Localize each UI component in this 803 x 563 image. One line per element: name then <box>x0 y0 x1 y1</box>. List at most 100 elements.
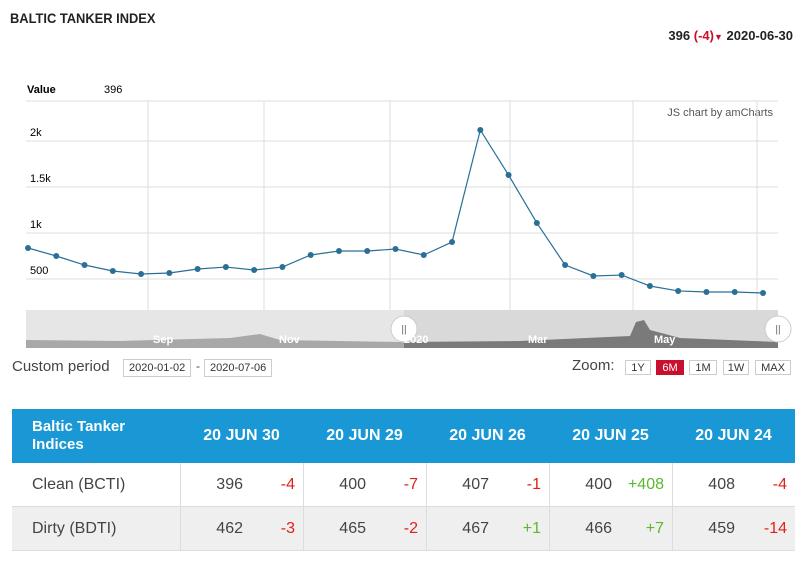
chart: Value 396 JS chart by amCharts || || Sep… <box>25 84 792 348</box>
point <box>53 253 60 260</box>
zoom-button[interactable]: MAX <box>755 360 791 375</box>
index-value: 467 <box>462 520 489 537</box>
zoom-button[interactable]: 1M <box>689 360 717 375</box>
index-value: 407 <box>462 476 489 493</box>
index-change: -2 <box>403 520 418 537</box>
navigator-label: Mar <box>528 334 548 346</box>
point <box>477 126 484 133</box>
point <box>562 262 569 269</box>
legend-value: 396 <box>104 84 122 96</box>
point <box>251 266 258 273</box>
line <box>27 128 764 294</box>
navigator-label: Nov <box>279 334 301 346</box>
navigator-area <box>26 320 778 348</box>
point <box>222 264 229 271</box>
navigator-label: 2020 <box>404 334 428 346</box>
index-value: 459 <box>708 520 735 537</box>
column-header: 20 JUN 24 <box>672 409 795 463</box>
current-value: 396 <box>668 28 691 43</box>
table-cell: 466 +7 <box>549 507 672 551</box>
point <box>533 219 540 226</box>
table-cell: 462 -3 <box>180 507 303 551</box>
handle-grip: || <box>775 325 780 336</box>
y-tick-label: 2k <box>30 127 42 139</box>
indices-table: Baltic Tanker Indices 20 JUN 30 20 JUN 29 2… <box>12 409 795 551</box>
y-tick-label: 1.5k <box>30 173 51 185</box>
table-cell: 459 -14 <box>672 507 795 551</box>
index-value: 462 <box>216 520 243 537</box>
navigator-handle[interactable] <box>390 315 418 343</box>
end-date-input[interactable]: 2020-07-06 <box>204 359 273 377</box>
index-change: -4 <box>772 476 787 493</box>
navigator-handle[interactable] <box>764 315 792 343</box>
point <box>618 272 625 279</box>
legend-label: Value <box>27 84 56 96</box>
separator: - <box>196 359 200 373</box>
point <box>364 248 371 255</box>
index-change: -1 <box>526 476 541 493</box>
zoom-button[interactable]: 6M <box>656 360 684 375</box>
table-cell: 467 +1 <box>426 507 549 551</box>
point <box>307 251 314 258</box>
point <box>675 287 682 294</box>
table-cell: 396 -4 <box>180 463 303 507</box>
index-value: 400 <box>585 476 612 493</box>
table-cell: 407 -1 <box>426 463 549 507</box>
point <box>25 244 31 251</box>
custom-period-label: Custom period <box>12 358 110 375</box>
point <box>703 288 710 295</box>
index-value: 408 <box>708 476 735 493</box>
navigator-label: May <box>654 334 676 346</box>
point <box>109 267 116 274</box>
index-change: -4 <box>280 476 295 493</box>
index-value: 466 <box>585 520 612 537</box>
column-header: 20 JUN 30 <box>180 409 303 463</box>
index-change: +1 <box>522 520 541 537</box>
down-arrow: ▼ <box>713 32 723 42</box>
table-cell: 400 +408 <box>549 463 672 507</box>
index-value: 396 <box>216 476 243 493</box>
navigator-label: Sep <box>153 334 173 346</box>
column-header: 20 JUN 25 <box>549 409 672 463</box>
zoom-label: Zoom: <box>572 357 615 374</box>
table-cell: 408 -4 <box>672 463 795 507</box>
row-label: Clean (BCTI) <box>12 463 180 507</box>
point <box>646 282 653 289</box>
point <box>392 246 399 253</box>
index-summary: 396 (-4)▼ 2020-06-30 <box>668 28 793 43</box>
row-label: Dirty (BDTI) <box>12 507 180 551</box>
y-tick-label: 500 <box>30 265 48 277</box>
index-change: +408 <box>627 476 664 493</box>
point <box>335 248 342 255</box>
zoom-button[interactable]: 1Y <box>625 360 651 375</box>
point <box>420 251 427 258</box>
zoom-button[interactable]: 1W <box>723 360 749 375</box>
table-title: Baltic Tanker Indices <box>12 409 180 463</box>
point <box>505 172 512 179</box>
point <box>138 271 145 278</box>
index-value: 465 <box>339 520 366 537</box>
start-date-input[interactable]: 2020-01-02 <box>123 359 192 377</box>
page-title: BALTIC TANKER INDEX <box>10 10 156 26</box>
point <box>279 264 286 271</box>
point <box>449 239 456 246</box>
handle-grip: || <box>401 325 406 336</box>
point <box>166 270 173 277</box>
y-tick-label: 1k <box>30 219 42 231</box>
table-cell: 400 -7 <box>303 463 426 507</box>
table-cell: 465 -2 <box>303 507 426 551</box>
point <box>731 288 738 295</box>
point <box>81 262 88 269</box>
point <box>194 265 201 272</box>
column-header: 20 JUN 29 <box>303 409 426 463</box>
navigator-mask <box>26 310 404 348</box>
vertical-grid <box>147 101 758 310</box>
index-change: +7 <box>645 520 664 537</box>
point <box>590 272 597 279</box>
date: 2020-06-30 <box>726 28 794 43</box>
index-change: -14 <box>763 520 787 537</box>
credit: JS chart by amCharts <box>667 107 773 119</box>
index-change: -3 <box>280 520 295 537</box>
point <box>760 289 766 296</box>
